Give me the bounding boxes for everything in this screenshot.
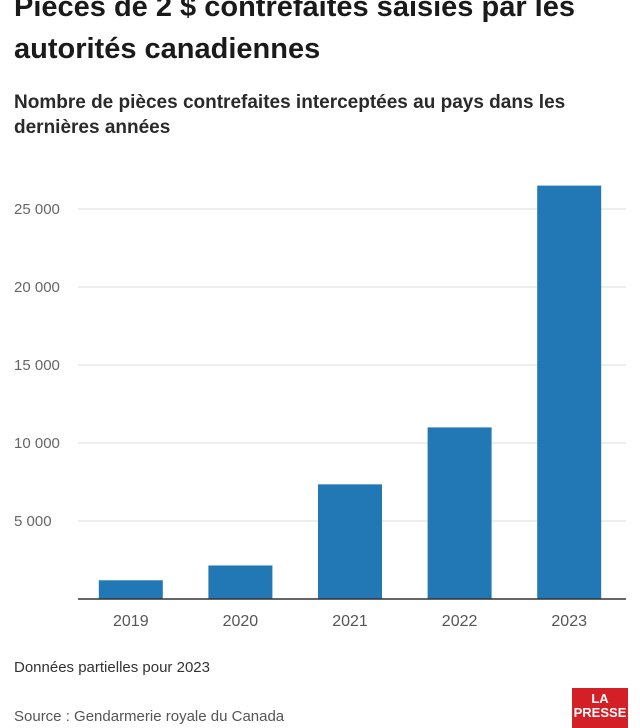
bar xyxy=(427,427,492,599)
y-tick-label: 25 000 xyxy=(14,201,60,218)
logo-line-2: PRESSE xyxy=(573,705,627,720)
y-tick-label: 10 000 xyxy=(14,435,60,452)
y-tick-label: 20 000 xyxy=(14,279,60,296)
bar xyxy=(98,580,163,599)
x-tick-label: 2020 xyxy=(223,613,259,630)
x-tick-label: 2022 xyxy=(442,613,478,630)
x-tick-label: 2021 xyxy=(332,613,368,630)
bar xyxy=(537,185,602,599)
bar xyxy=(318,484,382,599)
chart-title: Pièces de 2 $ contrefaites saisies par l… xyxy=(14,0,575,65)
la-presse-logo: LA PRESSE xyxy=(572,688,628,728)
chart-subtitle: Nombre de pièces contrefaites intercepté… xyxy=(14,92,566,138)
logo-line-1: LA xyxy=(591,691,609,706)
source-text: Source : Gendarmerie royale du Canada xyxy=(14,708,285,725)
y-tick-label: 5 000 xyxy=(14,513,52,530)
bar xyxy=(208,565,273,599)
partial-data-note: Données partielles pour 2023 xyxy=(14,659,210,676)
bar-chart: 5 000 10 000 15 000 20 000 25 000 2019 2020 202… xyxy=(14,185,626,630)
y-tick-label: 15 000 xyxy=(14,357,60,374)
x-tick-label: 2023 xyxy=(551,613,587,630)
x-tick-label: 2019 xyxy=(113,613,149,630)
